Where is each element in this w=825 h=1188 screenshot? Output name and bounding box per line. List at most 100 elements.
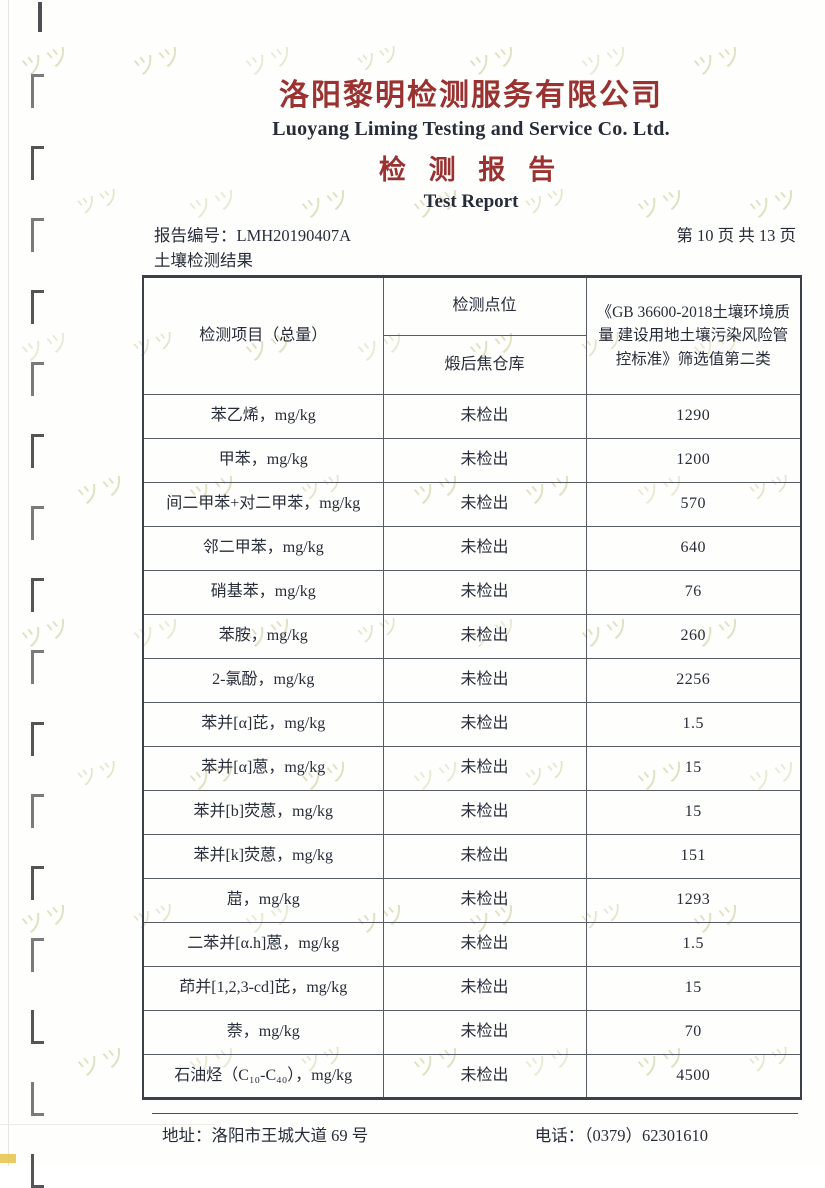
cell-limit: 1.5 bbox=[585, 922, 802, 967]
table-row: 石油烃（C₁₀-C₄₀），mg/kg 未检出 4500 bbox=[142, 1054, 802, 1099]
table-row: 间二甲苯+对二甲苯，mg/kg 未检出 570 bbox=[142, 482, 802, 527]
cell-result: 未检出 bbox=[382, 746, 587, 791]
cell-result: 未检出 bbox=[382, 922, 587, 967]
cell-item: 萘，mg/kg bbox=[142, 1010, 384, 1055]
cell-limit: 2256 bbox=[585, 658, 802, 703]
table-row: 二苯并[α.h]蒽，mg/kg 未检出 1.5 bbox=[142, 922, 802, 967]
header-cell-standard: 《GB 36600-2018土壤环境质量 建设用地土壤污染风险管控标准》筛选值第… bbox=[585, 276, 802, 395]
binding-mark bbox=[38, 2, 44, 32]
cell-item: 邻二甲苯，mg/kg bbox=[142, 526, 384, 571]
table-row: 䓛，mg/kg 未检出 1293 bbox=[142, 878, 802, 923]
watermark-glyph: ツツ bbox=[73, 182, 126, 220]
results-table: 检测项目（总量） 检测点位 《GB 36600-2018土壤环境质量 建设用地土… bbox=[142, 275, 802, 1100]
cell-limit: 1.5 bbox=[585, 702, 802, 747]
footer-row: 地址：洛阳市王城大道 69 号 电话：（0379）62301610 bbox=[142, 1114, 800, 1146]
cell-item: 苯并[k]荧蒽，mg/kg bbox=[142, 834, 384, 879]
page-crease bbox=[0, 1124, 215, 1125]
cell-limit: 15 bbox=[585, 790, 802, 835]
binding-mark bbox=[31, 1154, 44, 1188]
cell-item: 䓛，mg/kg bbox=[142, 878, 384, 923]
binding-mark bbox=[31, 362, 44, 396]
table-row: 苯并[b]荧蒽，mg/kg 未检出 15 bbox=[142, 790, 802, 835]
cell-result: 未检出 bbox=[382, 790, 587, 835]
cell-item: 甲苯，mg/kg bbox=[142, 438, 384, 483]
report-number: 报告编号：LMH20190407A bbox=[154, 222, 351, 246]
phone-value: （0379）62301610 bbox=[584, 1126, 708, 1145]
report-title-cn: 检 测 报 告 bbox=[378, 155, 564, 185]
cell-item: 2-氯酚，mg/kg bbox=[142, 658, 384, 703]
cell-result: 未检出 bbox=[382, 1054, 587, 1099]
cell-result: 未检出 bbox=[382, 702, 587, 747]
cell-limit: 15 bbox=[585, 746, 802, 791]
cell-limit: 76 bbox=[585, 570, 802, 615]
table-row: 萘，mg/kg 未检出 70 bbox=[142, 1010, 802, 1055]
binding-mark bbox=[31, 506, 44, 540]
table-row: 苯并[α]芘，mg/kg 未检出 1.5 bbox=[142, 702, 802, 747]
cell-item: 间二甲苯+对二甲苯，mg/kg bbox=[142, 482, 384, 527]
table-row: 茚并[1,2,3-cd]芘，mg/kg 未检出 15 bbox=[142, 966, 802, 1011]
watermark-glyph: ツツ bbox=[18, 327, 76, 369]
binding-mark bbox=[31, 578, 44, 612]
results-table-body: 苯乙烯，mg/kg 未检出 1290 甲苯，mg/kg 未检出 1200 间二甲苯+对二… bbox=[142, 394, 802, 1099]
address-label: 地址： bbox=[162, 1126, 212, 1145]
report-number-label: 报告编号： bbox=[154, 226, 237, 245]
table-row: 苯胺，mg/kg 未检出 260 bbox=[142, 614, 802, 659]
cell-result: 未检出 bbox=[382, 1010, 587, 1055]
binding-mark bbox=[31, 938, 44, 972]
cell-result: 未检出 bbox=[382, 438, 587, 483]
binding-mark bbox=[31, 722, 44, 756]
watermark-glyph: ツツ bbox=[74, 470, 132, 512]
address-value: 洛阳市王城大道 69 号 bbox=[211, 1126, 369, 1145]
cell-item: 二苯并[α.h]蒽，mg/kg bbox=[142, 922, 384, 967]
cell-item: 苯并[α]芘，mg/kg bbox=[142, 702, 384, 747]
cell-result: 未检出 bbox=[382, 834, 587, 879]
binding-mark bbox=[31, 1010, 44, 1044]
company-name-cn: 洛阳黎明检测服务有限公司 bbox=[279, 79, 663, 112]
cell-result: 未检出 bbox=[382, 570, 587, 615]
cell-result: 未检出 bbox=[382, 966, 587, 1011]
phone-label: 电话： bbox=[534, 1126, 585, 1145]
watermark-glyph: ツツ bbox=[18, 613, 76, 655]
corner-speck bbox=[0, 1154, 16, 1163]
cell-limit: 1290 bbox=[585, 394, 802, 439]
watermark-glyph: ツツ bbox=[73, 754, 126, 792]
binding-mark bbox=[31, 74, 44, 108]
meta-row: 报告编号：LMH20190407A 第 10 页 共 13 页 bbox=[142, 222, 800, 246]
header-cell-item: 检测项目（总量） bbox=[142, 276, 384, 395]
cell-limit: 1200 bbox=[585, 438, 802, 483]
cell-limit: 151 bbox=[585, 834, 802, 879]
page-indicator: 第 10 页 共 13 页 bbox=[676, 226, 796, 245]
binding-mark bbox=[31, 794, 44, 828]
cell-item: 苯胺，mg/kg bbox=[142, 614, 384, 659]
table-row: 2-氯酚，mg/kg 未检出 2256 bbox=[142, 658, 802, 703]
header-cell-point: 检测点位 bbox=[382, 276, 587, 336]
section-title: 土壤检测结果 bbox=[154, 251, 253, 270]
results-table-header: 检测项目（总量） 检测点位 《GB 36600-2018土壤环境质量 建设用地土… bbox=[142, 276, 802, 395]
binding-mark bbox=[31, 650, 44, 684]
footer-address: 地址：洛阳市王城大道 69 号 bbox=[162, 1122, 368, 1146]
cell-item: 苯并[α]蒽，mg/kg bbox=[142, 746, 384, 791]
cell-limit: 4500 bbox=[585, 1054, 802, 1099]
cell-limit: 15 bbox=[585, 966, 802, 1011]
cell-result: 未检出 bbox=[382, 482, 587, 527]
cell-limit: 570 bbox=[585, 482, 802, 527]
header-cell-point-value: 煅后焦仓库 bbox=[382, 335, 587, 395]
table-row: 甲苯，mg/kg 未检出 1200 bbox=[142, 438, 802, 483]
company-name-en: Luoyang Liming Testing and Service Co. L… bbox=[272, 118, 670, 140]
binding-mark bbox=[31, 290, 44, 324]
binding-mark bbox=[31, 146, 44, 180]
table-row: 苯乙烯，mg/kg 未检出 1290 bbox=[142, 394, 802, 439]
cell-result: 未检出 bbox=[382, 614, 587, 659]
report-title-en: Test Report bbox=[423, 191, 519, 212]
page-footer: 地址：洛阳市王城大道 69 号 电话：（0379）62301610 bbox=[142, 1113, 800, 1146]
watermark-glyph: ツツ bbox=[74, 1042, 132, 1084]
binding-mark bbox=[31, 218, 44, 252]
cell-limit: 640 bbox=[585, 526, 802, 571]
table-row: 邻二甲苯，mg/kg 未检出 640 bbox=[142, 526, 802, 571]
binding-mark bbox=[31, 434, 44, 468]
table-row: 硝基苯，mg/kg 未检出 76 bbox=[142, 570, 802, 615]
table-row: 苯并[α]蒽，mg/kg 未检出 15 bbox=[142, 746, 802, 791]
binding-mark bbox=[31, 1082, 44, 1116]
watermark-glyph: ツツ bbox=[18, 41, 76, 83]
